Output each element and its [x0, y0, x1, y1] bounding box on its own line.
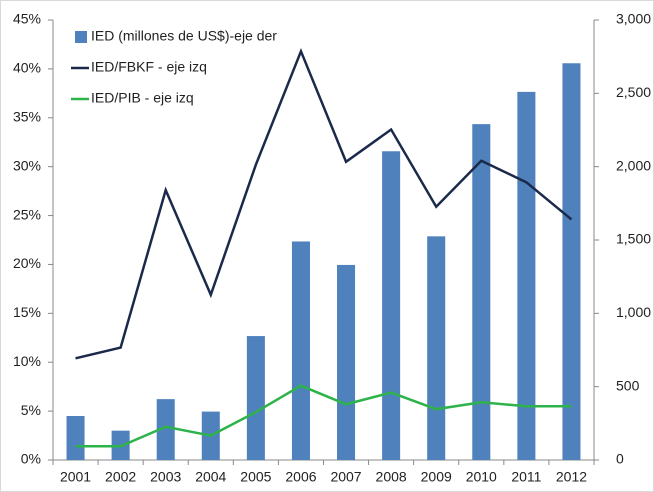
bar: [562, 63, 581, 461]
bar: [427, 236, 446, 460]
y-tick-label: 10%: [13, 353, 41, 369]
y-tick-label: 0%: [21, 451, 41, 467]
bar: [337, 264, 356, 460]
y-tick-label: 35%: [13, 108, 41, 124]
x-tick-label: 2004: [195, 469, 226, 485]
bar: [472, 124, 491, 460]
legend-label: IED/PIB - eje izq: [91, 90, 194, 106]
x-tick-label: 2001: [60, 469, 91, 485]
line: [75, 384, 572, 448]
bar: [156, 399, 175, 460]
x-tick-label: 2003: [150, 469, 181, 485]
x-tick-label: 2010: [466, 469, 497, 485]
y-tick-label: 45%: [13, 11, 41, 27]
y-tick-label: 40%: [13, 60, 41, 76]
y2-tick-label: 500: [616, 377, 640, 393]
y2-tick-label: 3,000: [616, 11, 651, 27]
bar: [66, 416, 85, 460]
x-tick-label: 2002: [105, 469, 136, 485]
bar: [382, 151, 401, 460]
bar: [517, 91, 536, 460]
x-tick-label: 2011: [511, 469, 541, 485]
x-tick-label: 2008: [376, 469, 407, 485]
y-tick-label: 25%: [13, 206, 41, 222]
y2-tick-label: 2,500: [616, 84, 651, 100]
x-tick-label: 2007: [330, 469, 361, 485]
legend-label: IED (millones de US$)-eje der: [91, 28, 277, 44]
x-tick-label: 2009: [421, 469, 452, 485]
x-tick-label: 2005: [240, 469, 271, 485]
bar: [291, 241, 310, 460]
x-tick-label: 2006: [285, 469, 316, 485]
bar: [246, 336, 265, 460]
x-tick-label: 2012: [556, 469, 587, 485]
legend-label: IED/FBKF - eje izq: [91, 59, 207, 75]
legend-swatch: [75, 31, 87, 43]
y-tick-label: 20%: [13, 255, 41, 271]
y2-tick-label: 1,000: [616, 304, 651, 320]
line: [75, 47, 573, 360]
y2-tick-label: 2,000: [616, 157, 651, 173]
y2-tick-label: 0: [616, 451, 624, 467]
y-tick-label: 5%: [21, 402, 41, 418]
y2-tick-label: 1,500: [616, 231, 651, 247]
y-tick-label: 15%: [13, 304, 41, 320]
y-tick-label: 30%: [13, 157, 41, 173]
